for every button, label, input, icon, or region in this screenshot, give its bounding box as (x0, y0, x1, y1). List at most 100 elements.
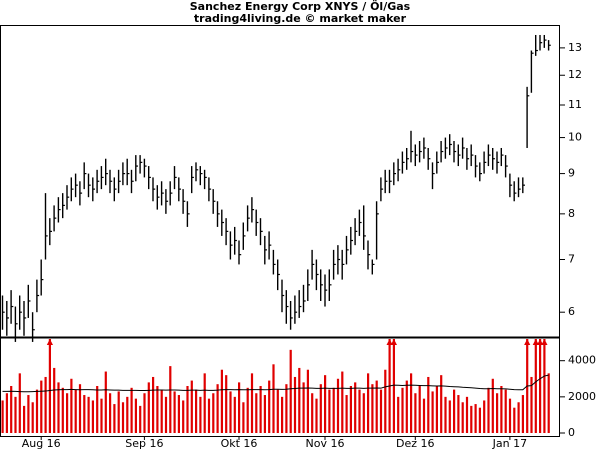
volume-bar (379, 389, 383, 433)
volume-bar (242, 402, 245, 433)
volume-bar (139, 405, 142, 433)
volume-bar (521, 395, 524, 433)
volume-bar (229, 391, 232, 433)
volume-bar (483, 400, 486, 433)
volume-bar (478, 407, 481, 433)
y-tick-label: 0 (568, 426, 575, 439)
volume-bar (311, 393, 314, 433)
volume-bar (1, 400, 4, 433)
volume-bar (422, 398, 426, 433)
overflow-arrow (524, 339, 531, 345)
volume-bar (405, 380, 408, 433)
volume-bar (513, 407, 516, 433)
volume-bar (384, 369, 387, 433)
x-tick-label: Aug 16 (22, 437, 61, 450)
overflow-arrow (390, 339, 397, 345)
volume-bar (259, 386, 262, 433)
volume-bar (539, 339, 542, 433)
volume-bar (199, 396, 202, 433)
volume-bar (57, 382, 60, 433)
chart-subtitle: trading4living.de © market maker (194, 12, 407, 25)
volume-bar (31, 402, 34, 433)
volume-bar (156, 386, 159, 433)
volume-bar (27, 395, 30, 433)
volume-bar (465, 396, 469, 433)
volume-bar (328, 389, 331, 433)
volume-bar (414, 393, 417, 433)
volume-bar (14, 396, 17, 433)
volume-bar (186, 386, 189, 433)
volume-bar (53, 367, 56, 433)
chart-title: Sanchez Energy Corp XNYS / Öl/Gas (190, 0, 411, 13)
volume-bar (444, 396, 447, 433)
volume-bar (18, 373, 21, 433)
volume-bar (169, 366, 172, 433)
moving-average (2, 374, 549, 393)
volume-bar (487, 387, 490, 433)
volume-bar (457, 395, 460, 433)
volume-bar (276, 389, 279, 433)
volume-bar (504, 389, 507, 433)
volume-bar (332, 387, 335, 433)
volume-bar (461, 402, 464, 433)
volume-bar (508, 398, 512, 433)
volume-bar (517, 402, 520, 433)
volume-bar (272, 364, 275, 433)
overflow-arrow (46, 339, 53, 345)
volume-bar (367, 373, 370, 433)
volume-bar (126, 396, 129, 433)
y-tick-label: 4000 (568, 354, 596, 367)
x-tick-label: Dez 16 (396, 437, 435, 450)
y-tick-label: 2000 (568, 390, 596, 403)
volume-bar (96, 386, 99, 433)
volume-bar (147, 382, 150, 433)
volume-bar (48, 339, 51, 433)
volume-bar (207, 398, 211, 433)
volume-bar (35, 389, 39, 433)
volume-bar (358, 389, 361, 433)
volume-bar (289, 349, 292, 433)
volume-bar (285, 384, 288, 433)
volume-bar (23, 405, 26, 433)
y-tick-label: 10 (568, 131, 582, 144)
volume-bar (212, 393, 215, 433)
volume-bar (143, 393, 146, 433)
volume-bar (173, 391, 176, 433)
volume-bar (349, 386, 352, 433)
volume-bar (336, 378, 340, 433)
volume-bar (160, 389, 163, 433)
y-tick-label: 6 (568, 305, 575, 318)
volume-bar (362, 393, 365, 433)
volume-bar (83, 395, 86, 433)
volume-bar (121, 402, 125, 433)
volume-bar (268, 380, 271, 433)
volume-bar (182, 400, 185, 433)
volume-bar (109, 393, 112, 433)
volume-bar (410, 373, 413, 433)
overflow-arrow (386, 339, 393, 345)
volume-bar (341, 371, 344, 433)
volume-bar (431, 391, 434, 433)
x-tick-label: Nov 16 (306, 437, 345, 450)
volume-bar (530, 376, 533, 433)
volume-bar (392, 339, 395, 433)
volume-bar (354, 382, 357, 433)
volume-bar (113, 404, 116, 433)
volume-bar (496, 393, 499, 433)
volume-bar (440, 375, 443, 433)
volume-bar (427, 376, 430, 433)
volume-bar (220, 369, 223, 433)
volume-bar (418, 386, 421, 433)
frame (0, 25, 560, 437)
volume-bar (87, 396, 90, 433)
y-tick-label: 8 (568, 207, 575, 220)
volume-bar (246, 387, 249, 433)
volume-bar (543, 339, 546, 433)
volume-bar (225, 375, 228, 433)
volume-bar (164, 396, 168, 433)
volume-bar (474, 404, 477, 433)
volume-bar (190, 380, 193, 433)
volume-bar (371, 384, 374, 433)
volume-bar (263, 395, 266, 433)
volume-bar (195, 389, 198, 433)
